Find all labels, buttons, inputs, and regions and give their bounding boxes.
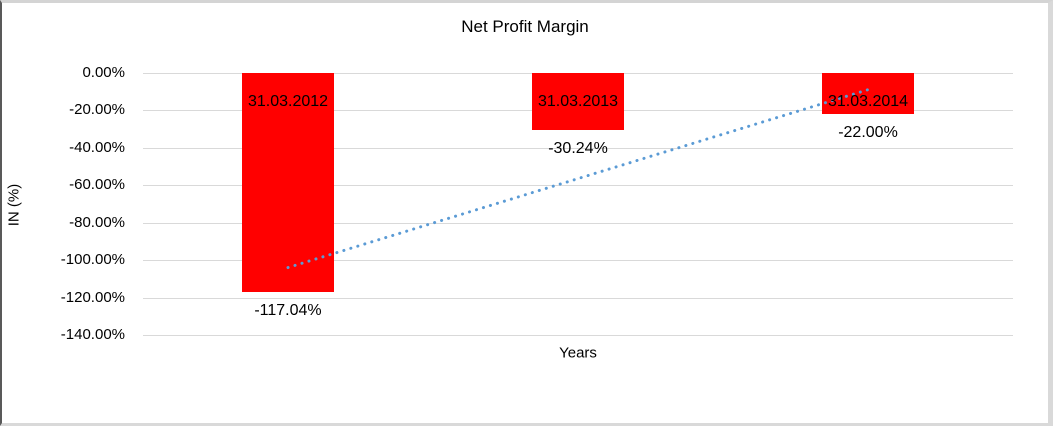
gridline bbox=[143, 148, 1013, 149]
trendline bbox=[286, 88, 870, 270]
value-label: -22.00% bbox=[838, 124, 898, 141]
bar-0 bbox=[242, 73, 334, 292]
y-tick-label: -100.00% bbox=[60, 251, 125, 268]
category-label: 31.03.2014 bbox=[827, 93, 909, 110]
y-tick-label: -120.00% bbox=[60, 289, 125, 306]
category-label: 31.03.2013 bbox=[537, 93, 619, 110]
chart-title: Net Profit Margin bbox=[461, 17, 589, 36]
y-tick-label: 0.00% bbox=[82, 64, 125, 81]
gridline bbox=[143, 298, 1013, 299]
value-label: -30.24% bbox=[548, 140, 608, 157]
x-axis-title: Years bbox=[559, 344, 597, 362]
gridline bbox=[143, 223, 1013, 224]
plot-area: 31.03.2012 -117.04% 31.03.2013 -30.24% 31.03… bbox=[143, 73, 1013, 336]
y-tick-label: -140.00% bbox=[60, 326, 125, 343]
gridline bbox=[143, 185, 1013, 186]
category-label: 31.03.2012 bbox=[247, 93, 329, 110]
y-tick-label: -20.00% bbox=[69, 101, 125, 118]
y-axis-ticks: 0.00% -20.00% -40.00% -60.00% -80.00% -100.00… bbox=[2, 3, 125, 423]
y-tick-label: -80.00% bbox=[69, 214, 125, 231]
bar-1 bbox=[532, 73, 624, 130]
y-tick-label: -40.00% bbox=[69, 139, 125, 156]
y-tick-label: -60.00% bbox=[69, 176, 125, 193]
gridline bbox=[143, 260, 1013, 261]
value-label: -117.04% bbox=[254, 302, 322, 319]
gridline bbox=[143, 335, 1013, 336]
bar-2 bbox=[822, 73, 914, 114]
